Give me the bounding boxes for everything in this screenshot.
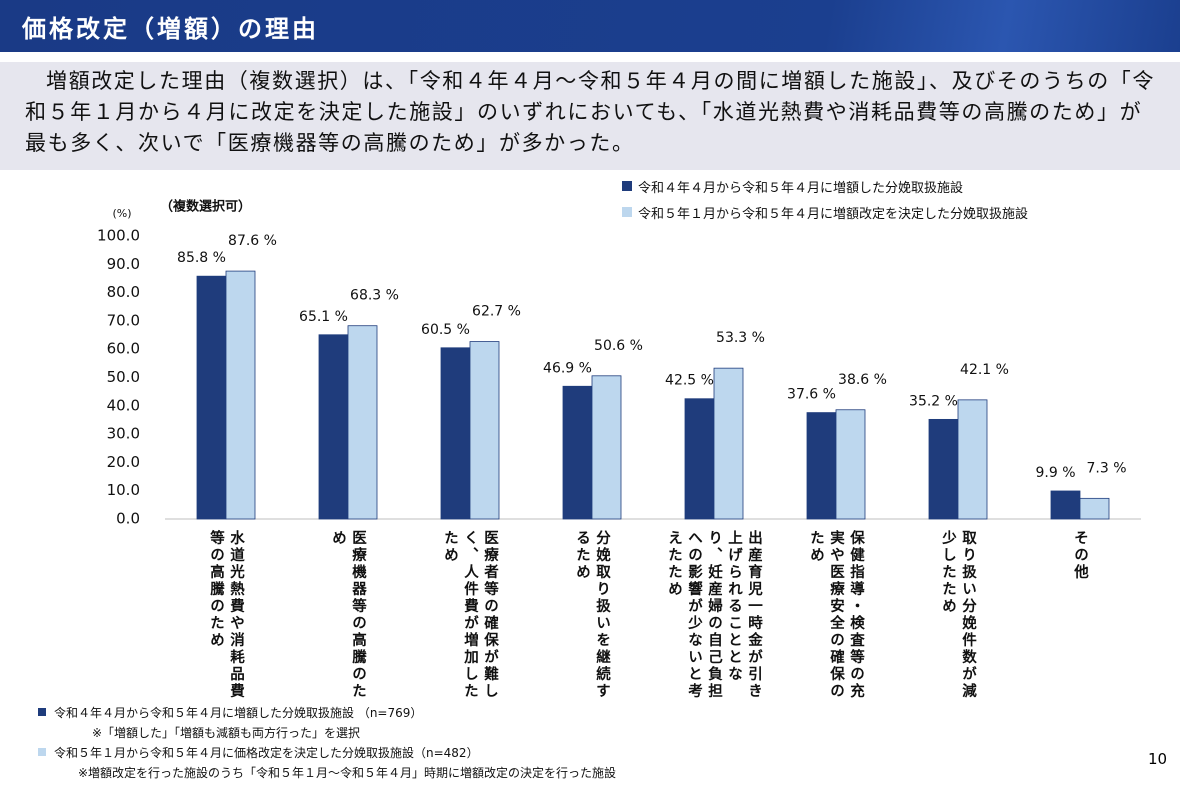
bar [684, 398, 715, 520]
value-label: 65.1 % [299, 309, 348, 325]
bar [835, 409, 866, 520]
footnote-legend: 令和５年１月から令和５年４月に価格改定を決定した分娩取扱施設（n=482） [54, 746, 479, 760]
y-tick-label: 50.0 [107, 368, 140, 386]
header-bar: 価格改定（増額）の理由 [0, 0, 1180, 52]
y-tick-label: 30.0 [107, 425, 140, 443]
x-tick-label: 保健指導・検査等の充実や医療安全の確保のため [808, 530, 864, 700]
y-tick-label: 70.0 [107, 311, 140, 329]
category-label-box: 取り扱い分娩件数が減少したため [897, 530, 1019, 702]
x-tick-label: 医療者等の確保が難しく、人件費が増加したため [442, 530, 498, 700]
bar [1079, 497, 1110, 520]
value-label: 35.2 % [909, 393, 958, 409]
legend-label: 令和４年４月から令和５年４月に増額した分娩取扱施設 [638, 181, 964, 196]
y-tick-label: 0.0 [116, 510, 140, 528]
bar [196, 275, 227, 520]
value-label: 85.8 % [177, 250, 226, 266]
category-label-box: 水道光熱費や消耗品費等の高騰のため [165, 530, 287, 702]
y-tick-label: 80.0 [107, 283, 140, 301]
bar [806, 412, 837, 520]
bar [713, 367, 744, 520]
category-label-box: 出産育児一時金が引き上げられることとなり、妊産婦の自己負担への影響が少ないと考え… [653, 530, 775, 702]
slide-title: 価格改定（増額）の理由 [22, 15, 319, 43]
bar [225, 270, 256, 520]
legend-swatch [622, 181, 632, 191]
footnote-swatch [38, 708, 46, 716]
value-label: 37.6 % [787, 387, 836, 403]
bar [318, 334, 349, 520]
footnote-note: ※「増額した」「増額も減額も両方行った」を選択 [92, 726, 361, 740]
category-label-box: その他 [1019, 530, 1141, 702]
bar [928, 418, 959, 520]
chart-note: （複数選択可） [160, 199, 251, 215]
value-label: 62.7 % [472, 304, 521, 320]
footnote-swatch [38, 748, 46, 756]
bar [440, 347, 471, 520]
value-label: 7.3 % [1086, 460, 1126, 476]
x-tick-label: その他 [1072, 530, 1088, 581]
y-tick-label: 60.0 [107, 340, 140, 358]
bar [591, 375, 622, 520]
category-label-box: 分娩取り扱いを継続するため [531, 530, 653, 702]
x-tick-label: 取り扱い分娩件数が減少したため [940, 530, 976, 700]
category-label-box: 保健指導・検査等の充実や医療安全の確保のため [775, 530, 897, 702]
y-tick-label: 40.0 [107, 396, 140, 414]
value-label: 42.5 % [665, 373, 714, 389]
y-tick-label: 10.0 [107, 481, 140, 499]
bar [562, 385, 593, 520]
value-label: 38.6 % [838, 372, 887, 388]
bar [957, 399, 988, 520]
value-label: 68.3 % [350, 288, 399, 304]
footnote-note: ※増額改定を行った施設のうち「令和５年１月～令和５年４月」時期に増額改定の決定を… [78, 766, 617, 780]
x-tick-label: 分娩取り扱いを継続するため [574, 530, 610, 700]
x-tick-label: 出産育児一時金が引き上げられることとなり、妊産婦の自己負担への影響が少ないと考え… [666, 530, 762, 700]
x-tick-label: 水道光熱費や消耗品費等の高騰のため [208, 530, 244, 700]
legend-swatch [622, 207, 632, 217]
summary-text: 増額改定した理由（複数選択）は、「令和４年４月～令和５年４月の間に増額した施設」… [0, 62, 1180, 170]
value-label: 50.6 % [594, 338, 643, 354]
value-label: 42.1 % [960, 362, 1009, 378]
bar [1050, 490, 1081, 520]
value-label: 60.5 % [421, 322, 470, 338]
bar [347, 325, 378, 520]
page-number: 10 [1148, 750, 1168, 768]
value-label: 46.9 % [543, 360, 592, 376]
y-tick-label: 20.0 [107, 453, 140, 471]
category-label-box: 医療者等の確保が難しく、人件費が増加したため [409, 530, 531, 702]
y-tick-label: 90.0 [107, 255, 140, 273]
legend-label: 令和５年１月から令和５年４月に増額改定を決定した分娩取扱施設 [638, 207, 1029, 222]
value-label: 87.6 % [228, 233, 277, 249]
category-label-box: 医療機器等の高騰のため [287, 530, 409, 702]
footnote-legend: 令和４年４月から令和５年４月に増額した分娩取扱施設 （n=769） [54, 706, 423, 720]
value-label: 53.3 % [716, 330, 765, 346]
value-label: 9.9 % [1035, 465, 1075, 481]
bar [469, 341, 500, 520]
y-tick-label: 100.0 [97, 227, 140, 245]
x-tick-label: 医療機器等の高騰のため [330, 530, 366, 700]
unit-label: (%) [112, 207, 131, 220]
